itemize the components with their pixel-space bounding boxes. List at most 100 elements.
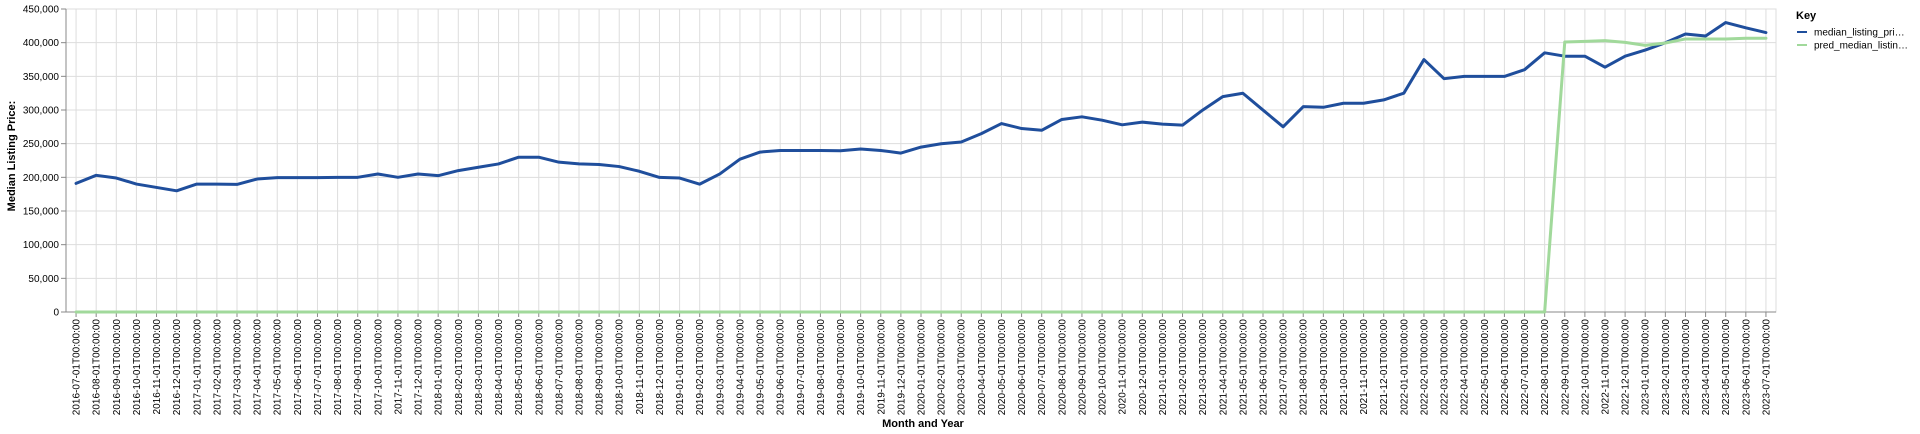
data-point bbox=[678, 311, 681, 314]
data-point bbox=[296, 311, 299, 314]
x-tick-label: 2021-04-01T00:00:00 bbox=[1218, 319, 1229, 416]
data-point bbox=[537, 156, 540, 159]
data-point bbox=[1141, 121, 1144, 124]
data-point bbox=[638, 311, 641, 314]
data-point bbox=[1744, 37, 1747, 40]
data-point bbox=[859, 148, 862, 151]
x-tick-label: 2023-02-01T00:00:00 bbox=[1661, 319, 1672, 416]
x-tick-label: 2021-09-01T00:00:00 bbox=[1319, 319, 1330, 416]
x-tick-label: 2022-10-01T00:00:00 bbox=[1580, 319, 1591, 416]
x-tick-label: 2021-03-01T00:00:00 bbox=[1198, 319, 1209, 416]
x-tick-label: 2017-11-01T00:00:00 bbox=[393, 319, 404, 415]
x-tick-label: 2021-11-01T00:00:00 bbox=[1359, 319, 1370, 415]
data-point bbox=[417, 172, 420, 175]
x-tick-label: 2017-05-01T00:00:00 bbox=[273, 319, 284, 416]
data-point bbox=[839, 311, 842, 314]
data-point bbox=[155, 311, 158, 314]
data-point bbox=[115, 311, 118, 314]
data-point bbox=[738, 158, 741, 161]
data-point bbox=[1523, 311, 1526, 314]
legend: Key median_listing_pri… pred_median_listi… bbox=[1796, 10, 1908, 52]
data-point bbox=[1704, 37, 1707, 40]
data-point bbox=[457, 169, 460, 172]
data-point bbox=[497, 311, 500, 314]
data-point bbox=[1362, 311, 1365, 314]
x-tick-label: 2019-05-01T00:00:00 bbox=[756, 319, 767, 416]
data-point bbox=[1503, 311, 1506, 314]
x-tick-label: 2016-08-01T00:00:00 bbox=[92, 319, 103, 416]
x-tick-label: 2017-02-01T00:00:00 bbox=[212, 319, 223, 416]
data-point bbox=[1664, 42, 1667, 45]
series-line-2 bbox=[74, 36, 1768, 314]
data-point bbox=[1322, 311, 1325, 314]
x-tick-label: 2020-11-01T00:00:00 bbox=[1118, 319, 1129, 415]
data-point bbox=[336, 176, 339, 179]
data-point bbox=[698, 311, 701, 314]
y-tick-label: 50,000 bbox=[28, 274, 59, 285]
data-point bbox=[1443, 311, 1446, 314]
data-point bbox=[1181, 311, 1184, 314]
data-point bbox=[175, 189, 178, 192]
x-tick-label: 2017-10-01T00:00:00 bbox=[373, 319, 384, 416]
x-axis: 2016-07-01T00:00:00 2016-08-01T00:00:00 20… bbox=[66, 311, 1776, 416]
data-point bbox=[1342, 102, 1345, 105]
data-point bbox=[1060, 118, 1063, 121]
data-point bbox=[517, 156, 520, 159]
x-tick-label: 2016-09-01T00:00:00 bbox=[112, 319, 123, 416]
data-point bbox=[1422, 58, 1425, 61]
x-tick-label: 2021-06-01T00:00:00 bbox=[1259, 319, 1270, 416]
data-point bbox=[678, 177, 681, 180]
data-point bbox=[457, 311, 460, 314]
data-point bbox=[618, 311, 621, 314]
x-tick-label: 2018-02-01T00:00:00 bbox=[454, 319, 465, 416]
data-point bbox=[1302, 105, 1305, 108]
x-tick-label: 2021-07-01T00:00:00 bbox=[1279, 319, 1290, 416]
x-tick-label: 2018-11-01T00:00:00 bbox=[635, 319, 646, 415]
data-point bbox=[718, 172, 721, 175]
data-point bbox=[1583, 55, 1586, 58]
data-point bbox=[356, 176, 359, 179]
data-point bbox=[215, 311, 218, 314]
x-tick-label: 2023-05-01T00:00:00 bbox=[1721, 319, 1732, 416]
data-point bbox=[1604, 39, 1607, 42]
data-point bbox=[618, 165, 621, 168]
x-tick-label: 2022-11-01T00:00:00 bbox=[1601, 319, 1612, 415]
data-point bbox=[1463, 311, 1466, 314]
data-point bbox=[1443, 77, 1446, 80]
x-tick-label: 2017-08-01T00:00:00 bbox=[333, 319, 344, 416]
x-tick-label: 2020-05-01T00:00:00 bbox=[997, 319, 1008, 416]
x-tick-label: 2017-09-01T00:00:00 bbox=[353, 319, 364, 416]
x-tick-label: 2019-10-01T00:00:00 bbox=[856, 319, 867, 416]
data-point bbox=[598, 163, 601, 166]
x-tick-label: 2022-01-01T00:00:00 bbox=[1399, 319, 1410, 416]
data-point bbox=[1684, 37, 1687, 40]
x-tick-label: 2017-04-01T00:00:00 bbox=[253, 319, 264, 416]
data-point bbox=[940, 142, 943, 145]
series-line-1 bbox=[74, 21, 1768, 193]
x-tick-label: 2017-01-01T00:00:00 bbox=[192, 319, 203, 416]
x-tick-label: 2019-12-01T00:00:00 bbox=[896, 319, 907, 416]
data-point bbox=[1322, 106, 1325, 109]
data-point bbox=[1040, 129, 1043, 132]
y-tick-label: 100,000 bbox=[23, 240, 60, 251]
data-point bbox=[1583, 40, 1586, 43]
data-point bbox=[1483, 311, 1486, 314]
data-point bbox=[1241, 92, 1244, 95]
legend-label: median_listing_pri… bbox=[1814, 28, 1905, 39]
x-tick-label: 2019-04-01T00:00:00 bbox=[735, 319, 746, 416]
x-tick-label: 2022-07-01T00:00:00 bbox=[1520, 319, 1531, 416]
data-point bbox=[1121, 311, 1124, 314]
data-point bbox=[1624, 41, 1627, 44]
data-point bbox=[1764, 31, 1767, 34]
data-point bbox=[1744, 26, 1747, 29]
data-point bbox=[236, 183, 239, 186]
data-point bbox=[980, 311, 983, 314]
data-point bbox=[799, 149, 802, 152]
data-point bbox=[95, 174, 98, 177]
x-tick-label: 2018-05-01T00:00:00 bbox=[514, 319, 525, 416]
x-tick-label: 2022-06-01T00:00:00 bbox=[1500, 319, 1511, 416]
data-point bbox=[1020, 311, 1023, 314]
x-tick-label: 2017-12-01T00:00:00 bbox=[414, 319, 425, 416]
data-point bbox=[75, 311, 78, 314]
